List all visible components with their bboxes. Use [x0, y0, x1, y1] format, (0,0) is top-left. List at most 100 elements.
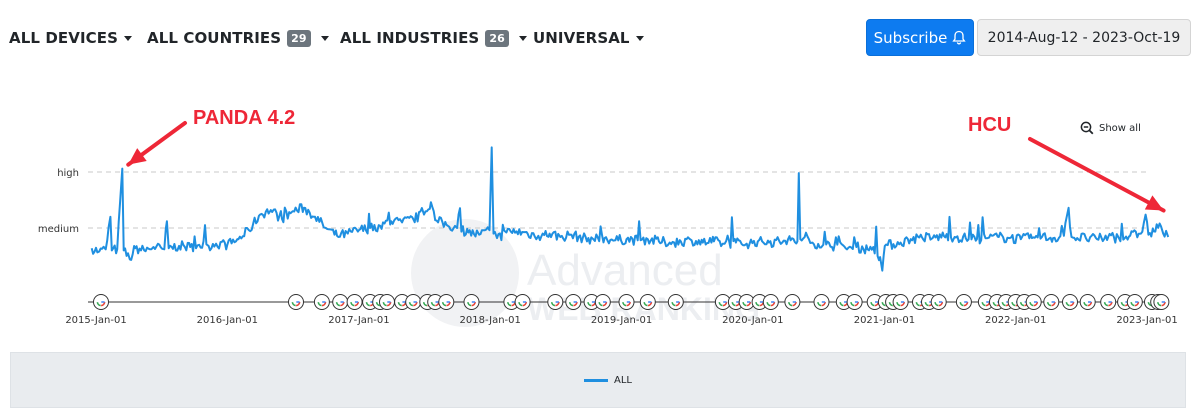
- caret-down-icon: [518, 35, 527, 41]
- series-line-all: [90, 146, 1170, 272]
- x-axis-tick-labels: 2015-Jan-01 2016-Jan-01 2017-Jan-01 2018-Ja…: [65, 315, 1177, 326]
- marker-ring: [93, 294, 109, 310]
- date-range-picker[interactable]: 2014-Aug-12 - 2023-Oct-19: [977, 19, 1191, 56]
- marker-ring: [547, 294, 564, 310]
- marker-ring: [1062, 294, 1078, 310]
- google-update-marker: [1043, 294, 1060, 310]
- marker-ring: [346, 294, 363, 310]
- marker-ring: [762, 294, 779, 310]
- marker-ring: [667, 294, 684, 310]
- marker-ring: [1025, 294, 1042, 310]
- google-update-marker: [379, 294, 395, 310]
- google-update-marker: [930, 294, 947, 310]
- watermark-title: Advanced: [527, 246, 723, 295]
- series-lines: [90, 146, 1170, 272]
- annotation-panda-label: PANDA 4.2: [193, 107, 295, 129]
- industries-filter-label: ALL INDUSTRIES: [340, 29, 480, 47]
- annotation-hcu-arrow: [1028, 137, 1166, 213]
- marker-ring: [438, 294, 455, 310]
- google-update-marker: [892, 294, 909, 310]
- marker-ring: [1079, 294, 1096, 310]
- countries-count-badge: 29: [287, 29, 311, 47]
- marker-ring: [1153, 294, 1170, 310]
- show-all-label: Show all: [1099, 122, 1141, 134]
- google-update-marker: [751, 294, 768, 310]
- google-update-marker: [565, 294, 582, 310]
- google-update-marker: [288, 294, 304, 310]
- google-update-marker: [463, 294, 480, 310]
- marker-ring: [892, 294, 909, 310]
- google-update-marker: [1025, 294, 1042, 310]
- zoom-out-icon: [1080, 121, 1094, 135]
- annotation-hcu-arrow-head: [1144, 195, 1164, 211]
- google-update-marker: [784, 294, 801, 310]
- google-update-marker: [667, 294, 684, 310]
- x-tick-label: 2016-Jan-01: [197, 315, 258, 326]
- marker-ring: [639, 294, 656, 310]
- subscribe-button[interactable]: Subscribe: [866, 19, 974, 56]
- date-range-label: 2014-Aug-12 - 2023-Oct-19: [987, 29, 1181, 46]
- marker-ring: [463, 294, 480, 310]
- google-update-marker: [1153, 294, 1170, 310]
- countries-filter-dropdown[interactable]: ALL COUNTRIES 29: [147, 26, 329, 50]
- marker-ring: [594, 294, 611, 310]
- annotation-panda-arrow-head: [128, 148, 147, 165]
- google-update-marker: [1100, 294, 1117, 310]
- google-update-marker: [93, 294, 109, 310]
- x-tick-label: 2021-Jan-01: [854, 315, 915, 326]
- annotation-hcu-label: HCU: [968, 114, 1011, 136]
- marker-ring: [955, 294, 972, 310]
- y-tick-label: medium: [38, 224, 79, 235]
- show-all-button[interactable]: Show all: [1080, 121, 1141, 135]
- bell-icon: [952, 30, 966, 45]
- caret-down-icon: [635, 35, 644, 41]
- google-update-marker: [618, 294, 635, 310]
- x-tick-label: 2017-Jan-01: [328, 315, 389, 326]
- google-update-marker: [762, 294, 779, 310]
- marker-ring: [1100, 294, 1117, 310]
- marker-ring: [405, 294, 422, 310]
- devices-filter-label: ALL DEVICES: [9, 29, 118, 47]
- google-update-marker: [405, 294, 422, 310]
- x-tick-label: 2019-Jan-01: [591, 315, 652, 326]
- marker-ring: [379, 294, 395, 310]
- marker-ring: [784, 294, 801, 310]
- legend-swatch: [584, 379, 608, 382]
- marker-ring: [618, 294, 635, 310]
- google-update-marker: [346, 294, 363, 310]
- marker-ring: [1043, 294, 1060, 310]
- google-update-marker: [955, 294, 972, 310]
- industries-filter-dropdown[interactable]: ALL INDUSTRIES 26: [340, 26, 527, 50]
- y-tick-label: high: [57, 168, 79, 179]
- marker-ring: [332, 294, 349, 310]
- marker-ring: [930, 294, 947, 310]
- google-update-markers: [93, 294, 1170, 310]
- google-update-marker: [514, 294, 531, 310]
- x-tick-label: 2015-Jan-01: [65, 315, 126, 326]
- countries-filter-label: ALL COUNTRIES: [147, 29, 282, 47]
- google-update-marker: [846, 294, 863, 310]
- legend-item-all[interactable]: ALL: [584, 375, 632, 386]
- search-type-filter-label: UNIVERSAL: [533, 29, 630, 47]
- marker-ring: [288, 294, 304, 310]
- search-type-filter-dropdown[interactable]: UNIVERSAL: [533, 26, 644, 50]
- marker-ring: [313, 294, 330, 310]
- gridlines: [88, 171, 1148, 229]
- google-update-marker: [1062, 294, 1078, 310]
- google-update-marker: [594, 294, 611, 310]
- google-update-marker: [813, 294, 830, 310]
- x-tick-label: 2023-Jan-01: [1116, 315, 1177, 326]
- google-update-marker: [639, 294, 656, 310]
- google-update-marker: [332, 294, 349, 310]
- google-update-marker: [738, 294, 755, 310]
- devices-filter-dropdown[interactable]: ALL DEVICES: [9, 26, 132, 50]
- marker-ring: [1126, 294, 1143, 310]
- marker-ring: [514, 294, 531, 310]
- marker-ring: [565, 294, 582, 310]
- legend-label: ALL: [614, 375, 632, 386]
- subscribe-label: Subscribe: [873, 28, 948, 47]
- legend-panel: ALL: [10, 352, 1186, 408]
- google-update-marker: [547, 294, 564, 310]
- industries-count-badge: 26: [485, 29, 509, 47]
